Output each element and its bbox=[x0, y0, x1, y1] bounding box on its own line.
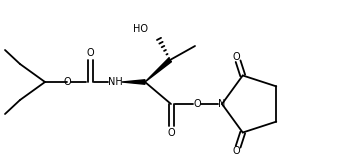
Polygon shape bbox=[122, 80, 145, 84]
Text: O: O bbox=[233, 52, 240, 62]
Text: N: N bbox=[218, 99, 226, 109]
Text: O: O bbox=[193, 99, 201, 109]
Text: O: O bbox=[233, 146, 240, 156]
Text: O: O bbox=[167, 128, 175, 138]
Text: HO: HO bbox=[133, 24, 148, 34]
Text: O: O bbox=[86, 48, 94, 58]
Text: NH: NH bbox=[108, 77, 122, 87]
Polygon shape bbox=[145, 58, 172, 82]
Text: O: O bbox=[63, 77, 71, 87]
